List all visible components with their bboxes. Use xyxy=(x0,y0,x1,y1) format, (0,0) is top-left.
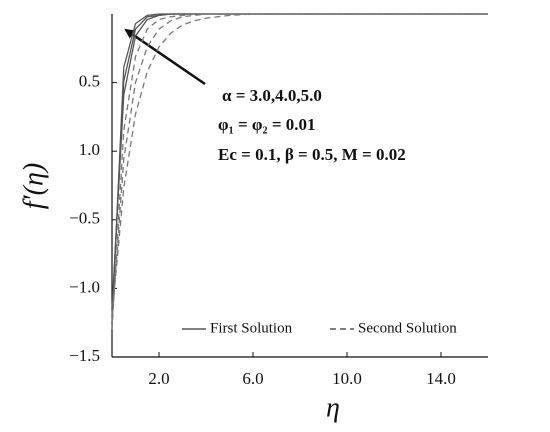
legend-label: Second Solution xyxy=(358,320,457,336)
y-tick-label: 0.5 xyxy=(79,72,100,91)
y-tick-label: −0.5 xyxy=(69,209,100,228)
line-series xyxy=(111,13,488,316)
y-tick-label: 1.0 xyxy=(79,140,100,159)
x-tick-label: 2.0 xyxy=(148,369,169,388)
x-tick-label: 10.0 xyxy=(332,369,362,388)
y-tick-label: −1.0 xyxy=(69,277,100,296)
line-series xyxy=(111,13,488,330)
annotation: α = 3.0,4.0,5.0 xyxy=(222,86,322,105)
annotation: Ec = 0.1, β = 0.5, M = 0.02 xyxy=(218,145,406,164)
x-tick-label: 14.0 xyxy=(426,369,456,388)
x-axis-label: η xyxy=(326,392,340,423)
y-axis-label: f′(η) xyxy=(18,163,49,209)
y-tick-label: −1.5 xyxy=(69,346,100,365)
annotation: φ₁ = φ₂ = 0.01 xyxy=(218,115,316,134)
line-series xyxy=(111,13,488,323)
legend-label: First Solution xyxy=(210,320,293,336)
x-tick-label: 6.0 xyxy=(242,369,263,388)
annotation-arrow xyxy=(124,28,206,86)
